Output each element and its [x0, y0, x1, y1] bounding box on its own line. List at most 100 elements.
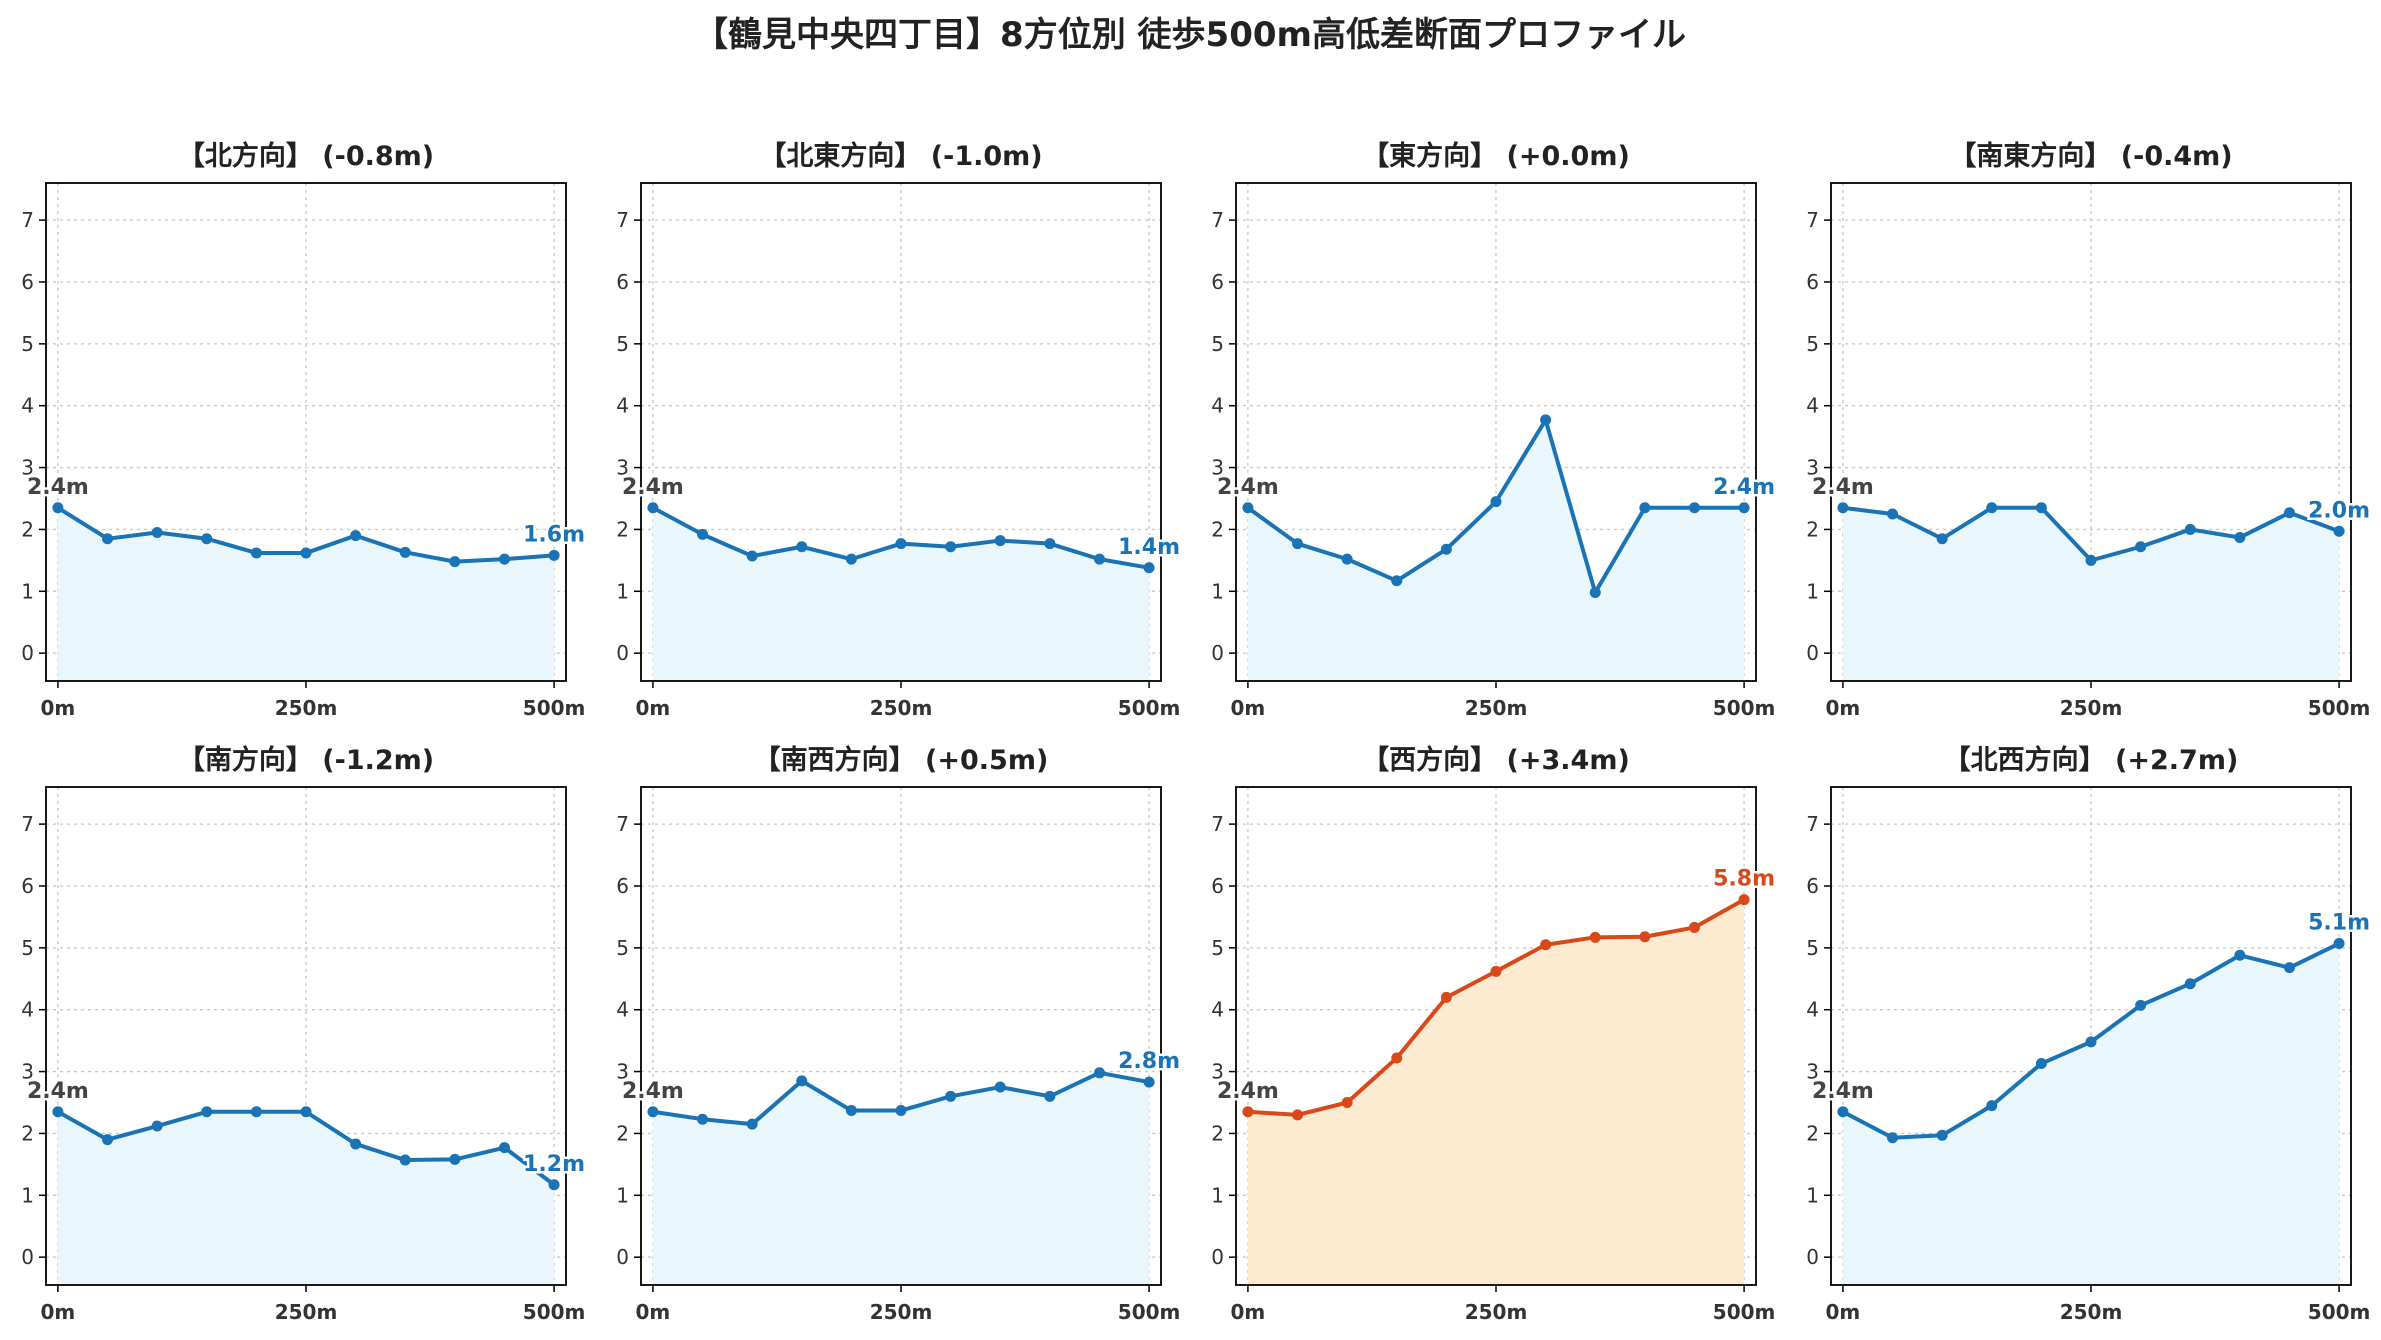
area-fill [1247, 419, 1745, 681]
data-point [1242, 1106, 1254, 1118]
chart-panel-3: 【東方向】 (+0.0m) 0 1 2 3 4 5 6 7 0m 250m 500m 2.4m 2.4m [1211, 140, 1777, 720]
y-tick-label: 3 [616, 456, 629, 480]
data-point [1540, 414, 1552, 426]
chart-panel-6: 【南西方向】 (+0.5m) 0 1 2 3 4 5 6 7 0m 250m 500m 2.4m 2.8m [616, 744, 1182, 1324]
y-tick-label: 6 [1211, 874, 1224, 898]
data-point [1044, 538, 1056, 550]
data-point [250, 1106, 262, 1118]
area-fill [652, 507, 1150, 681]
y-tick-label: 5 [1806, 936, 1819, 960]
data-point [1391, 1052, 1403, 1064]
data-point [2085, 1036, 2097, 1048]
y-tick-label: 2 [616, 1121, 629, 1145]
start-elevation-label: 2.4m [622, 475, 684, 500]
data-point [1341, 1097, 1353, 1109]
data-point [350, 1138, 362, 1150]
chart-panel-7: 【西方向】 (+3.4m) 0 1 2 3 4 5 6 7 0m 250m 500m 2.4m 5.8m [1211, 744, 1777, 1324]
data-point [399, 1154, 411, 1166]
y-tick-label: 5 [1806, 332, 1819, 356]
data-point [2234, 531, 2246, 543]
data-point [1986, 1100, 1998, 1112]
data-point [498, 1142, 510, 1154]
data-point [1936, 533, 1948, 545]
data-point [350, 530, 362, 542]
data-point [449, 556, 461, 568]
y-tick-label: 4 [1211, 394, 1224, 418]
y-tick-label: 1 [616, 1183, 629, 1207]
y-tick-label: 7 [616, 208, 629, 232]
data-point [1490, 965, 1502, 977]
x-tick-label: 500m [2308, 696, 2371, 720]
x-tick-label: 0m [41, 1300, 76, 1324]
y-tick-label: 6 [616, 874, 629, 898]
data-point [201, 533, 213, 545]
data-point [1093, 1067, 1105, 1079]
data-point [201, 1106, 213, 1118]
x-tick-label: 0m [1231, 1300, 1266, 1324]
panel-title: 【南西方向】 (+0.5m) [754, 744, 1049, 776]
y-tick-label: 0 [1806, 641, 1819, 665]
y-tick-label: 0 [1211, 641, 1224, 665]
y-tick-label: 2 [21, 1121, 34, 1145]
start-elevation-label: 2.4m [1812, 475, 1874, 500]
y-tick-label: 6 [1806, 874, 1819, 898]
data-point [2085, 554, 2097, 566]
y-tick-label: 7 [1211, 208, 1224, 232]
y-tick-label: 1 [21, 1183, 34, 1207]
y-tick-label: 0 [1211, 1245, 1224, 1269]
chart-panel-1: 【北方向】 (-0.8m) 0 1 2 3 4 5 6 7 0m 250m 500m 2.4m 1.6m [21, 140, 587, 720]
data-point [2333, 525, 2345, 537]
chart-panel-5: 【南方向】 (-1.2m) 0 1 2 3 4 5 6 7 0m 250m 500m 2.4m 1.2m [21, 744, 587, 1324]
data-point [2234, 949, 2246, 961]
data-point [994, 1081, 1006, 1093]
data-point [647, 502, 659, 514]
data-point [746, 1118, 758, 1130]
y-tick-label: 3 [1211, 456, 1224, 480]
y-tick-label: 5 [1211, 332, 1224, 356]
data-point [52, 1106, 64, 1118]
chart-panel-8: 【北西方向】 (+2.7m) 0 1 2 3 4 5 6 7 0m 250m 500m 2.4m 5.1m [1806, 744, 2372, 1324]
data-point [945, 541, 957, 553]
y-tick-label: 4 [21, 394, 34, 418]
start-elevation-label: 2.4m [1217, 1079, 1279, 1104]
start-elevation-label: 2.4m [1217, 475, 1279, 500]
y-tick-label: 5 [616, 332, 629, 356]
data-point [2135, 541, 2147, 553]
data-point [548, 1179, 560, 1191]
area-fill [57, 507, 555, 681]
data-point [1639, 931, 1651, 943]
start-elevation-label: 2.4m [1812, 1079, 1874, 1104]
x-tick-label: 500m [2308, 1300, 2371, 1324]
y-tick-label: 1 [1806, 579, 1819, 603]
data-point [1292, 1109, 1304, 1121]
x-tick-label: 0m [636, 1300, 671, 1324]
x-tick-label: 0m [1231, 696, 1266, 720]
data-point [697, 1113, 709, 1125]
data-point [1540, 939, 1552, 951]
data-point [1391, 575, 1403, 587]
data-point [151, 1120, 163, 1132]
data-point [1738, 894, 1750, 906]
x-tick-label: 250m [1465, 696, 1528, 720]
end-elevation-label: 1.6m [523, 522, 585, 547]
x-tick-label: 250m [2060, 696, 2123, 720]
data-point [1242, 502, 1254, 514]
data-point [399, 546, 411, 558]
data-point [1837, 502, 1849, 514]
panel-title: 【南方向】 (-1.2m) [178, 744, 434, 776]
area-fill [57, 1111, 555, 1285]
y-tick-label: 2 [616, 517, 629, 541]
data-point [994, 535, 1006, 547]
y-tick-label: 2 [1806, 517, 1819, 541]
data-point [52, 502, 64, 514]
data-point [845, 1105, 857, 1117]
y-tick-label: 2 [21, 517, 34, 541]
y-tick-label: 0 [616, 1245, 629, 1269]
data-point [1440, 991, 1452, 1003]
y-tick-label: 1 [1806, 1183, 1819, 1207]
x-tick-label: 250m [2060, 1300, 2123, 1324]
data-point [1688, 921, 1700, 933]
data-point [1440, 543, 1452, 555]
data-point [1490, 496, 1502, 508]
